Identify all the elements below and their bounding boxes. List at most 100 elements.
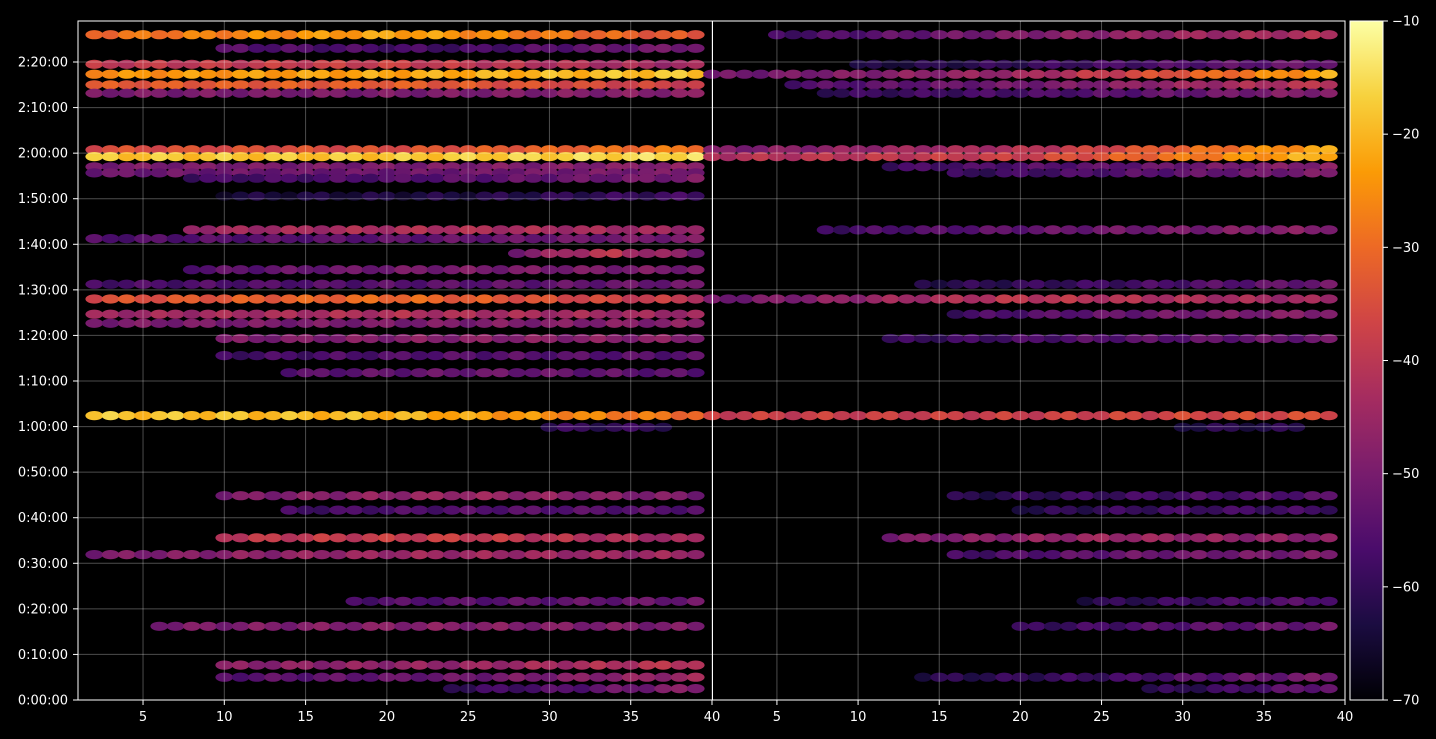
heat-cell: [1271, 309, 1289, 319]
heat-cell: [979, 550, 997, 560]
heat-cell: [556, 351, 575, 361]
heat-cell: [1303, 279, 1322, 289]
heat-cell: [816, 152, 835, 162]
heat-cell: [1222, 69, 1241, 79]
heat-cell: [1043, 333, 1062, 344]
heat-cell: [540, 505, 559, 515]
heat-cell: [670, 152, 689, 162]
heat-cell: [329, 505, 347, 515]
heat-cell: [85, 168, 104, 178]
heat-cell: [556, 596, 575, 606]
heat-cell: [573, 80, 591, 90]
heat-cell: [914, 225, 932, 235]
heat-cell: [1271, 333, 1289, 344]
heat-cell: [816, 69, 835, 79]
heat-cell: [443, 368, 461, 378]
heat-cell: [573, 351, 591, 361]
heat-cell: [312, 30, 331, 40]
heat-cell: [784, 30, 803, 40]
heat-cell: [1271, 422, 1289, 432]
heat-cell: [670, 333, 689, 344]
heat-cell: [264, 491, 282, 501]
heat-cell: [800, 411, 819, 421]
heat-cell: [101, 145, 120, 155]
heat-cell: [508, 30, 526, 40]
heat-cell: [345, 69, 364, 79]
heat-cell: [508, 234, 526, 244]
heat-cell: [1092, 294, 1111, 304]
heat-cell: [751, 69, 770, 79]
heat-cell: [1254, 621, 1273, 631]
heat-cell: [638, 533, 656, 543]
heat-cell: [654, 505, 673, 515]
heat-cell: [540, 234, 559, 244]
heat-cell: [1060, 533, 1078, 543]
heat-cell: [247, 80, 266, 90]
heat-cell: [1303, 59, 1322, 69]
heat-cell: [264, 550, 282, 560]
heat-cell: [1027, 145, 1046, 155]
heat-cell: [654, 660, 673, 670]
heat-cell: [361, 294, 380, 304]
heat-cell: [426, 43, 445, 53]
heat-cell: [312, 43, 331, 53]
heat-cell: [995, 80, 1014, 90]
heat-cell: [410, 43, 429, 53]
heat-cell: [361, 550, 380, 560]
heat-cell: [1043, 533, 1062, 543]
heat-cell: [621, 491, 640, 501]
heat-cell: [556, 248, 575, 258]
heat-cell: [231, 173, 250, 183]
heat-cell: [524, 234, 543, 244]
heat-cell: [345, 145, 364, 155]
heat-cell: [134, 59, 152, 69]
x-tick-label: 40: [1337, 710, 1354, 725]
heat-cell: [475, 152, 494, 162]
heat-cell: [426, 265, 445, 275]
heat-cell: [962, 550, 981, 560]
heat-cell: [540, 173, 559, 183]
heat-cell: [1254, 505, 1273, 515]
heat-cell: [85, 152, 104, 162]
heat-cell: [378, 69, 396, 79]
heat-cell: [556, 30, 575, 40]
heat-cell: [751, 152, 770, 162]
heat-cell: [443, 550, 461, 560]
heat-cell: [1125, 550, 1143, 560]
heat-cell: [1076, 168, 1095, 178]
heat-cell: [280, 152, 299, 162]
y-tick-label: 1:30:00: [18, 283, 68, 298]
heat-cell: [361, 491, 380, 501]
heat-cell: [589, 173, 608, 183]
heat-cell: [1125, 596, 1143, 606]
heat-cell: [1076, 411, 1095, 421]
heat-cell: [1222, 491, 1241, 501]
heat-cell: [589, 309, 608, 319]
heat-cell: [508, 533, 526, 543]
heat-cell: [1108, 491, 1127, 501]
heat-cell: [621, 152, 640, 162]
heat-cell: [670, 351, 689, 361]
heat-cell: [117, 168, 136, 178]
heat-cell: [1125, 69, 1143, 79]
heat-cell: [1254, 309, 1273, 319]
heat-cell: [897, 69, 916, 79]
heat-cell: [182, 225, 201, 235]
heat-cell: [654, 30, 673, 40]
heat-cell: [589, 684, 608, 694]
heat-cell: [670, 265, 689, 275]
heat-cell: [296, 550, 315, 560]
heat-cell: [589, 265, 608, 275]
heat-cell: [524, 309, 543, 319]
heat-cell: [897, 145, 916, 155]
heat-cell: [426, 411, 445, 421]
heat-cell: [1157, 88, 1176, 98]
heat-cell: [166, 88, 185, 98]
heat-cell: [329, 43, 347, 53]
heat-cell: [540, 279, 559, 289]
heat-cell: [995, 69, 1014, 79]
heat-cell: [1206, 225, 1225, 235]
heat-cell: [865, 225, 884, 235]
heat-cell: [312, 351, 331, 361]
heat-cell: [930, 80, 949, 90]
